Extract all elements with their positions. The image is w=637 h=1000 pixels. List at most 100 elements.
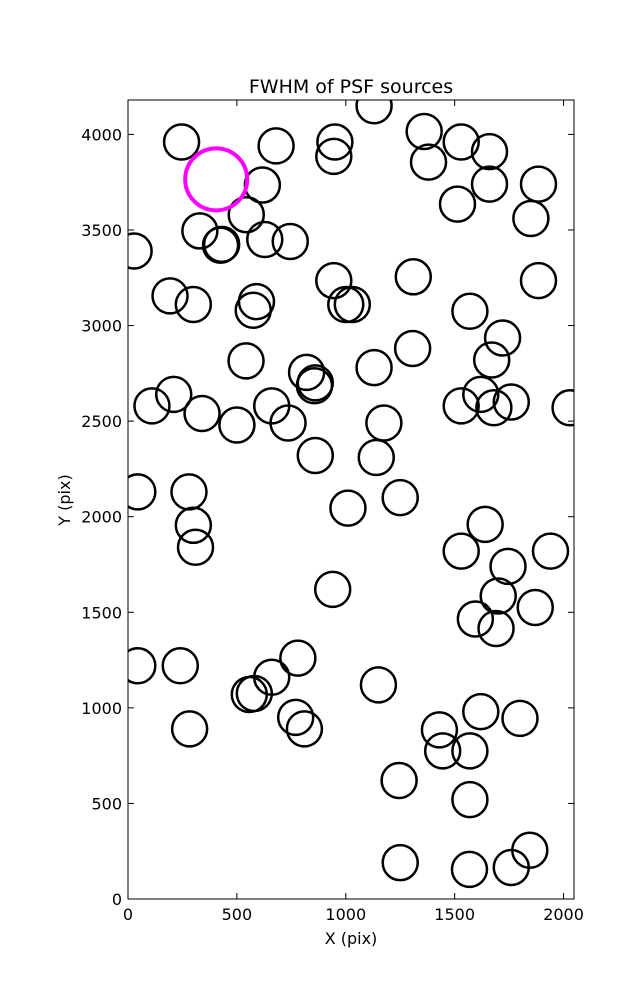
x-axis: 0 500 1000 1500 2000 bbox=[123, 100, 584, 924]
psf-source-marker bbox=[462, 692, 500, 731]
psf-source-marker bbox=[246, 220, 284, 259]
psf-source-marker bbox=[450, 850, 489, 889]
psf-source-marker bbox=[234, 291, 272, 330]
psf-source-marker bbox=[359, 666, 398, 704]
x-tick-label: 0 bbox=[123, 905, 133, 924]
psf-source-marker bbox=[394, 258, 433, 296]
y-tick-label: 0 bbox=[112, 890, 122, 909]
psf-source-marker bbox=[405, 112, 443, 151]
psf-source-marker bbox=[154, 375, 193, 414]
y-axis-label: Y (pix) bbox=[55, 474, 74, 526]
psf-source-marker bbox=[512, 199, 550, 238]
psf-source-marker bbox=[235, 674, 274, 713]
psf-source-marker bbox=[170, 710, 209, 748]
psf-source-marker bbox=[176, 528, 215, 567]
markers bbox=[128, 100, 574, 889]
psf-source-marker bbox=[451, 292, 489, 330]
psf-source-marker bbox=[489, 547, 527, 586]
psf-source-marker bbox=[218, 406, 256, 444]
psf-source-marker bbox=[479, 577, 517, 615]
x-axis-label: X (pix) bbox=[325, 929, 378, 948]
psf-source-marker bbox=[462, 375, 500, 414]
psf-source-marker bbox=[516, 588, 554, 627]
psf-source-marker bbox=[393, 329, 432, 368]
y-tick-label: 4000 bbox=[81, 125, 122, 144]
psf-source-marker bbox=[492, 848, 531, 887]
psf-source-marker bbox=[442, 387, 480, 425]
psf-source-marker bbox=[201, 226, 240, 265]
psf-source-marker bbox=[316, 123, 354, 161]
x-tick-label: 1500 bbox=[434, 905, 475, 924]
y-tick-label: 3500 bbox=[81, 221, 122, 240]
psf-source-marker bbox=[355, 100, 393, 125]
psf-source-marker bbox=[151, 277, 189, 315]
x-tick-label: 1000 bbox=[325, 905, 366, 924]
psf-source-marker bbox=[409, 143, 448, 181]
psf-source-marker bbox=[329, 489, 367, 527]
psf-source-marker bbox=[357, 438, 396, 477]
psf-source-marker bbox=[128, 647, 157, 685]
psf-source-marker bbox=[133, 387, 171, 425]
psf-source-marker bbox=[315, 261, 353, 300]
highlight-source-marker bbox=[183, 146, 250, 213]
x-tick-label: 2000 bbox=[543, 905, 584, 924]
psf-source-marker bbox=[483, 319, 522, 357]
psf-source-marker bbox=[470, 132, 509, 171]
y-tick-label: 500 bbox=[91, 794, 122, 813]
x-tick-label: 500 bbox=[222, 905, 253, 924]
psf-source-marker bbox=[313, 570, 352, 609]
psf-source-marker bbox=[257, 127, 295, 165]
chart-title: FWHM of PSF sources bbox=[249, 76, 453, 98]
psf-source-marker bbox=[519, 165, 558, 203]
psf-source-marker bbox=[227, 342, 265, 380]
psf-source-marker bbox=[381, 478, 419, 517]
plot-frame bbox=[127, 99, 575, 900]
psf-source-marker bbox=[420, 711, 459, 749]
psf-source-marker bbox=[128, 232, 153, 270]
psf-source-marker bbox=[279, 639, 317, 677]
psf-source-marker bbox=[492, 383, 531, 421]
psf-source-marker bbox=[174, 285, 213, 324]
psf-source-marker bbox=[442, 532, 480, 570]
psf-source-marker bbox=[285, 710, 324, 748]
psf-source-marker bbox=[519, 261, 558, 300]
psf-source-marker bbox=[477, 609, 515, 648]
psf-source-marker bbox=[380, 761, 418, 800]
psf-source-marker bbox=[295, 367, 334, 405]
psf-source-marker bbox=[456, 600, 495, 638]
psf-source-marker bbox=[381, 843, 419, 882]
psf-source-marker bbox=[287, 353, 326, 392]
psf-source-marker bbox=[271, 222, 309, 261]
psf-source-marker bbox=[451, 732, 489, 770]
psf-source-marker bbox=[438, 185, 477, 223]
psf-source-marker bbox=[269, 404, 307, 442]
psf-source-marker bbox=[296, 364, 335, 402]
psf-source-marker bbox=[551, 389, 574, 427]
y-tick-label: 1500 bbox=[81, 603, 122, 622]
psf-source-marker bbox=[501, 699, 539, 738]
psf-source-marker bbox=[315, 137, 353, 176]
psf-source-marker bbox=[183, 394, 221, 433]
psf-source-marker bbox=[162, 123, 201, 161]
psf-source-marker bbox=[423, 732, 462, 770]
y-tick-label: 2000 bbox=[81, 508, 122, 527]
psf-source-marker bbox=[170, 473, 208, 511]
psf-source-marker bbox=[181, 212, 219, 250]
psf-source-marker bbox=[365, 404, 403, 442]
y-tick-label: 3000 bbox=[81, 317, 122, 336]
psf-source-marker bbox=[472, 341, 511, 379]
y-tick-label: 1000 bbox=[81, 699, 122, 718]
psf-source-marker bbox=[355, 348, 393, 387]
psf-source-marker bbox=[475, 388, 513, 427]
psf-source-marker bbox=[128, 473, 157, 511]
psf-source-marker bbox=[161, 647, 200, 685]
psf-source-marker bbox=[470, 165, 509, 203]
y-axis: 0 500 1000 1500 2000 2500 3000 3500 4000 bbox=[81, 125, 574, 909]
psf-source-marker bbox=[442, 123, 480, 161]
psf-source-marker bbox=[174, 506, 213, 545]
psf-source-marker bbox=[276, 698, 315, 737]
psf-source-marker bbox=[466, 505, 504, 544]
psf-source-marker bbox=[451, 780, 489, 819]
psf-source-marker bbox=[333, 285, 372, 324]
